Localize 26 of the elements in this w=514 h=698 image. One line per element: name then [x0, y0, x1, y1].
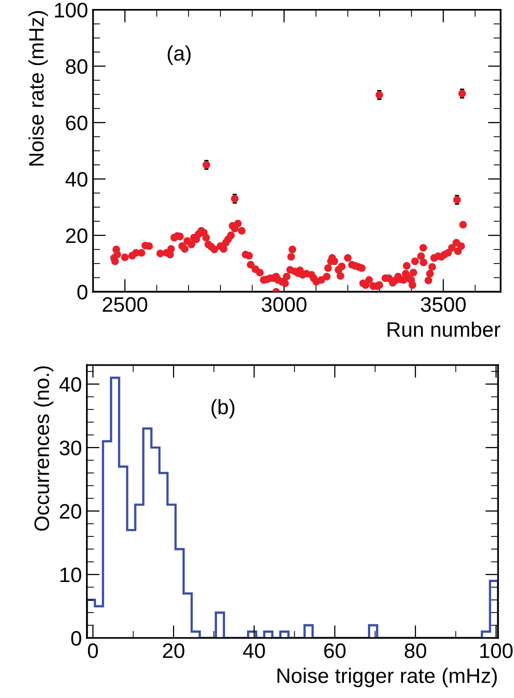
y-tick-label: 100	[55, 2, 88, 18]
x-tick-label: 80	[404, 643, 426, 658]
x-axis-title: Noise trigger rate (mHz)	[278, 668, 497, 688]
x-tick-label: 0	[88, 643, 98, 658]
y-tick-label: 10	[60, 568, 82, 582]
x-tick-label: 3500	[420, 297, 466, 312]
x-tick-label: 20	[163, 643, 184, 658]
y-tick-label: 20	[60, 504, 82, 519]
x-tick-label: 2500	[102, 297, 148, 312]
x-tick-label: 3000	[262, 297, 306, 312]
annotation: (a)	[168, 45, 191, 65]
x-axis-title: Run number	[388, 322, 500, 337]
x-tick-label: 40	[243, 643, 265, 658]
annotation: (b)	[212, 399, 234, 418]
y-axis-title: Noise rate (mHz)	[28, 11, 48, 166]
y-tick-label: 0	[71, 630, 82, 646]
y-tick-label: 40	[65, 172, 88, 187]
y-tick-label: 40	[59, 377, 82, 392]
y-axis-title: Occurrences (no.)	[34, 366, 54, 531]
y-tick-label: 20	[66, 228, 88, 244]
y-tick-label: 0	[77, 284, 88, 300]
y-tick-label: 80	[66, 59, 88, 74]
y-tick-label: 30	[60, 440, 82, 456]
y-tick-label: 60	[66, 116, 88, 130]
x-tick-label: 100	[480, 643, 513, 658]
x-tick-label: 60	[324, 643, 346, 658]
